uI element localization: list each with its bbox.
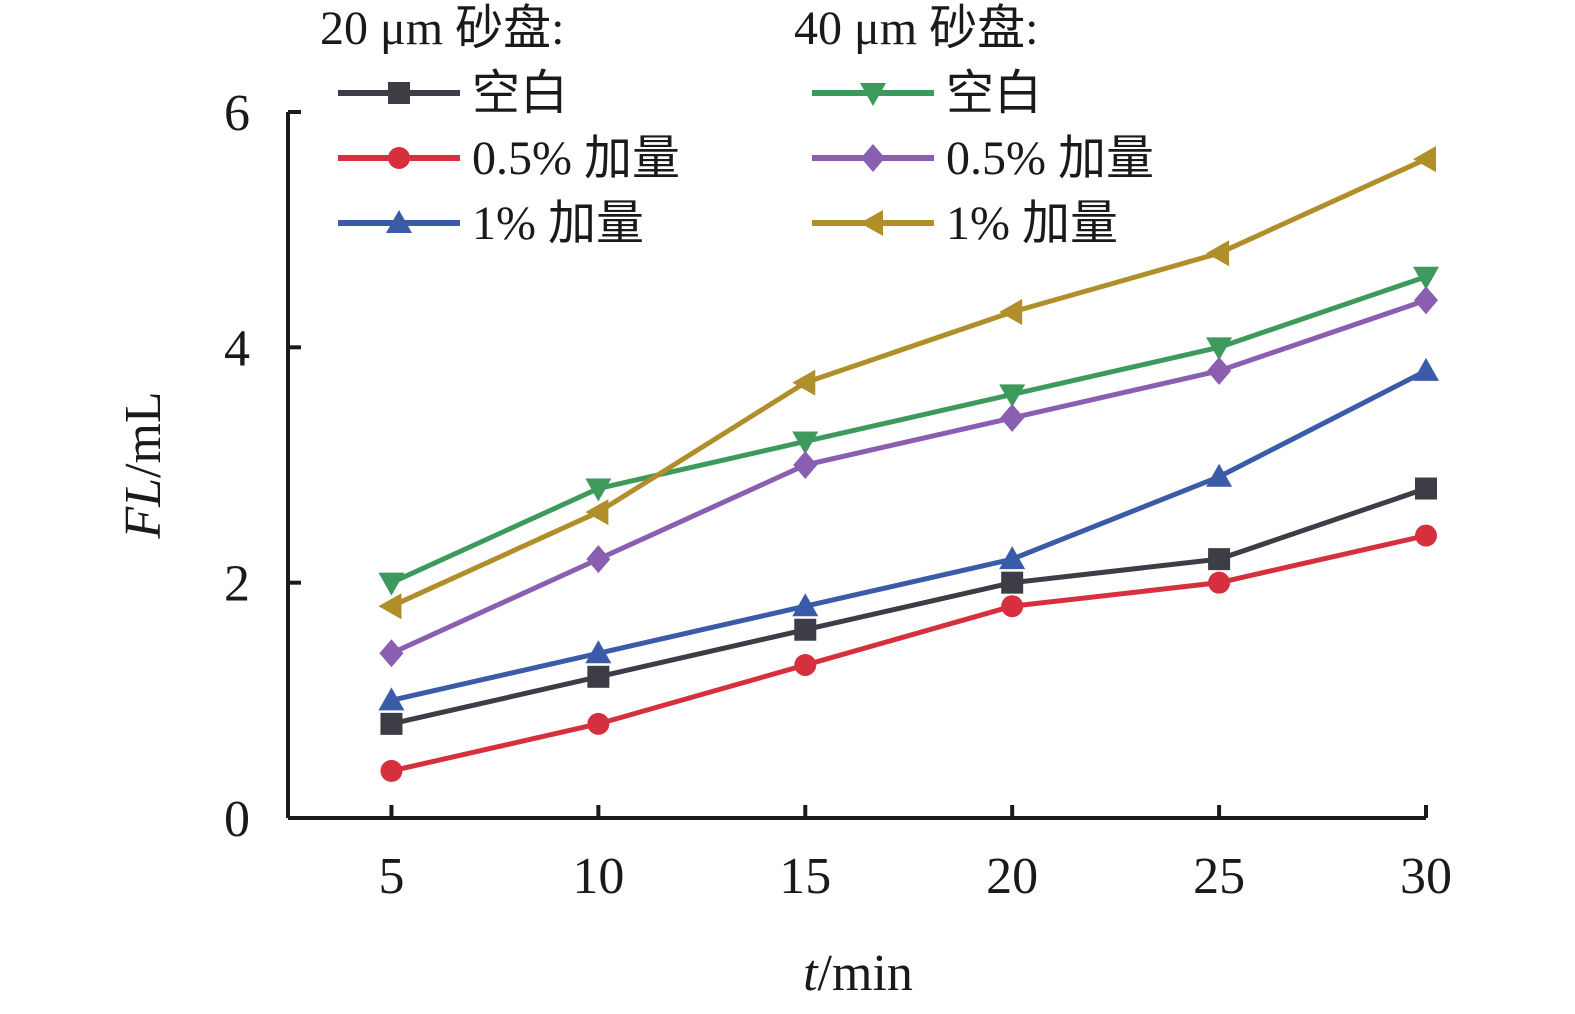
data-point-2-0 (378, 687, 405, 711)
legend-entry-label: 0.5% 加量 (946, 132, 1154, 185)
legend-swatch-marker (386, 210, 412, 233)
y-axis-title-rest: /mL (115, 391, 172, 478)
series-line-2 (390, 368, 1428, 703)
series-line-0 (390, 486, 1427, 727)
series-line-1 (390, 533, 1427, 774)
data-point-4-4 (1207, 356, 1232, 385)
data-point-1-5 (1415, 524, 1437, 547)
legend-entry-label: 空白 (946, 67, 1042, 120)
legend-swatch-marker (861, 144, 885, 172)
data-point-0-1 (587, 665, 610, 688)
x-tick-label: 30 (1400, 848, 1452, 905)
series-line-4 (390, 297, 1427, 656)
legend-entry-label: 0.5% 加量 (472, 132, 680, 185)
data-point-4-5 (1414, 286, 1438, 315)
data-point-2-4 (1206, 463, 1233, 487)
data-point-3-0 (378, 572, 405, 596)
legend-swatch-marker (860, 210, 883, 236)
legend: 20 μm 砂盘: 空白 0.5% 加量 1% 加量 40 μm 砂盘: 空白 0.5% 加… (320, 2, 1154, 250)
data-point-2-3 (999, 546, 1026, 570)
y-tick-label: 6 (224, 85, 250, 142)
series-0 (380, 477, 1437, 735)
data-point-5-5 (1413, 146, 1436, 173)
data-point-0-3 (1001, 571, 1024, 594)
y-axis-title-italic: FL (115, 478, 172, 540)
series-4 (379, 286, 1438, 668)
data-point-2-5 (1413, 357, 1439, 381)
x-tick-label: 20 (986, 848, 1038, 905)
series-5 (378, 146, 1436, 620)
series-line-5 (390, 156, 1428, 609)
legend-group-title: 20 μm 砂盘: (320, 2, 564, 55)
data-point-0-0 (380, 712, 403, 735)
data-point-1-2 (794, 654, 817, 677)
data-point-3-1 (585, 478, 612, 502)
data-point-0-4 (1208, 548, 1231, 571)
x-tick-label: 5 (378, 848, 404, 905)
y-tick-label: 4 (224, 320, 250, 377)
data-point-1-0 (380, 759, 403, 782)
x-tick-label: 10 (572, 848, 624, 905)
data-point-3-2 (792, 431, 819, 455)
data-point-0-5 (1415, 477, 1437, 500)
data-point-3-3 (999, 384, 1026, 408)
x-axis-title-italic: t (803, 945, 819, 1002)
data-point-4-3 (1000, 403, 1025, 432)
data-point-1-3 (1001, 595, 1024, 618)
legend-swatch-marker (388, 82, 410, 104)
series-line-3 (390, 274, 1427, 585)
x-tick-label: 15 (779, 848, 831, 905)
x-tick-label: 25 (1193, 848, 1245, 905)
series-layer (378, 146, 1439, 782)
data-point-5-2 (792, 369, 816, 396)
data-point-4-0 (379, 639, 404, 668)
x-axis-title: t/min (803, 945, 913, 1002)
data-point-4-2 (793, 451, 818, 479)
series-2 (378, 357, 1439, 711)
axes: 0 2 4 6 5 10 15 20 25 30 (224, 85, 1452, 905)
data-point-5-3 (999, 299, 1023, 326)
data-point-4-1 (586, 545, 611, 574)
legend-group-title: 40 μm 砂盘: (794, 2, 1038, 55)
data-point-5-1 (585, 499, 609, 526)
data-point-1-1 (587, 712, 610, 735)
legend-entry-label: 1% 加量 (946, 197, 1118, 250)
data-point-0-2 (794, 618, 817, 641)
y-axis-title: FL/mL (115, 391, 172, 539)
data-point-2-2 (792, 593, 819, 617)
data-point-1-4 (1208, 571, 1231, 594)
data-point-5-4 (1206, 240, 1230, 267)
y-tick-label: 2 (224, 556, 250, 613)
series-1 (380, 524, 1437, 782)
data-point-3-5 (1413, 266, 1439, 290)
legend-swatch-marker (860, 83, 886, 106)
legend-swatch-marker (388, 147, 410, 169)
data-point-5-0 (378, 593, 402, 620)
data-point-2-1 (585, 640, 612, 664)
legend-entry-label: 1% 加量 (472, 197, 644, 250)
series-3 (378, 266, 1439, 596)
x-axis-title-rest: /min (818, 945, 913, 1002)
legend-entry-label: 空白 (472, 67, 568, 120)
y-tick-label: 0 (224, 791, 250, 848)
data-point-3-4 (1206, 337, 1233, 361)
